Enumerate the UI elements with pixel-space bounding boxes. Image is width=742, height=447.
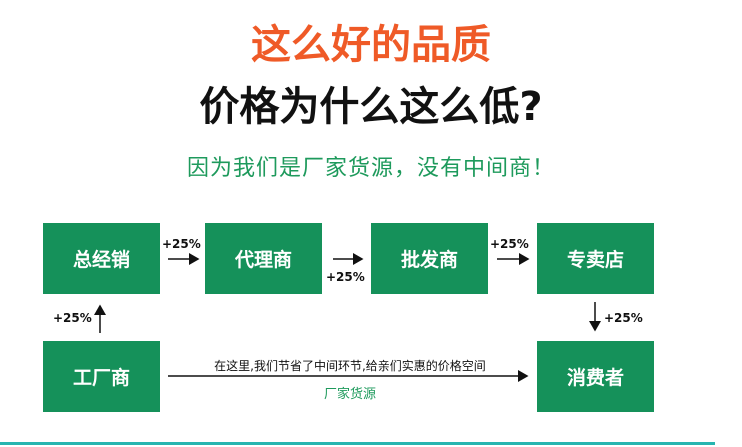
node-general-distributor: 总经销 — [43, 223, 160, 294]
node-consumer: 消费者 — [537, 341, 654, 412]
answer-text: 因为我们是厂家货源，没有中间商！ — [186, 156, 555, 181]
node-agent: 代理商 — [205, 223, 322, 294]
question-title: 价格为什么这么低? — [199, 84, 543, 130]
markup-wholesale-store: +25% — [490, 237, 529, 251]
direct-label: 厂家货源 — [323, 387, 376, 402]
node-factory: 工厂商 — [43, 341, 160, 412]
markup-agent-wholesale: +25% — [326, 270, 365, 284]
node-store: 专卖店 — [537, 223, 654, 294]
node-wholesaler: 批发商 — [371, 223, 488, 294]
direct-note: 在这里,我们节省了中间环节,给亲们实惠的价格空间 — [214, 359, 486, 373]
headline: 这么好的品质 — [251, 22, 491, 68]
markup-store-consumer: +25% — [604, 311, 643, 325]
markup-general-agent: +25% — [162, 237, 201, 251]
markup-factory-general: +25% — [53, 311, 92, 325]
bottom-divider — [0, 442, 715, 445]
